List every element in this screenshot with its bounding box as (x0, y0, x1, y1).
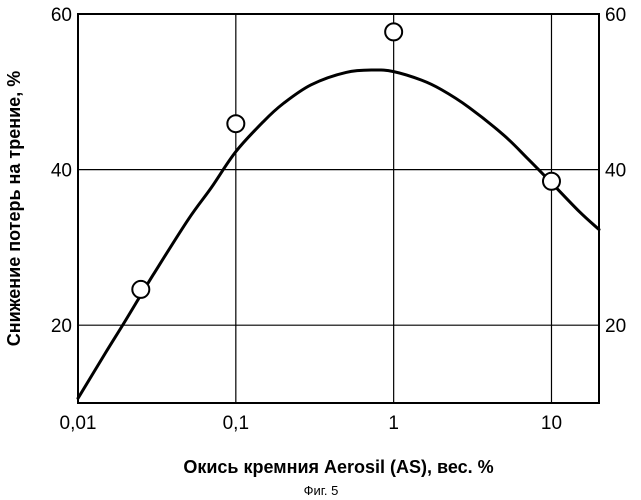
data-point (227, 115, 244, 132)
y-tick-label-right: 60 (605, 5, 626, 26)
y-axis-label: Снижение потерь на трение, % (4, 71, 24, 346)
data-point (543, 173, 560, 190)
y-tick-label-left: 40 (51, 161, 72, 182)
y-tick-label-right: 40 (605, 161, 626, 182)
fitted-curve (78, 70, 599, 398)
tick-labels: 0,01 0,1 1 10 20 20 40 40 60 60 (51, 5, 626, 434)
plot-frame (78, 14, 599, 403)
y-tick-label-left: 20 (51, 316, 72, 337)
data-points (132, 23, 560, 298)
x-tick-label: 0,1 (223, 413, 249, 434)
y-tick-label-right: 20 (605, 316, 626, 337)
y-tick-label-left: 60 (51, 5, 72, 26)
data-point (385, 23, 402, 40)
x-tick-label: 1 (388, 413, 399, 434)
x-axis-label: Окись кремния Aerosil (AS), вес. % (183, 457, 493, 477)
gridlines (78, 14, 599, 403)
x-tick-label: 0,01 (60, 413, 97, 434)
x-tick-label: 10 (541, 413, 562, 434)
data-point (132, 281, 149, 298)
figure-caption: Фиг. 5 (304, 483, 339, 498)
